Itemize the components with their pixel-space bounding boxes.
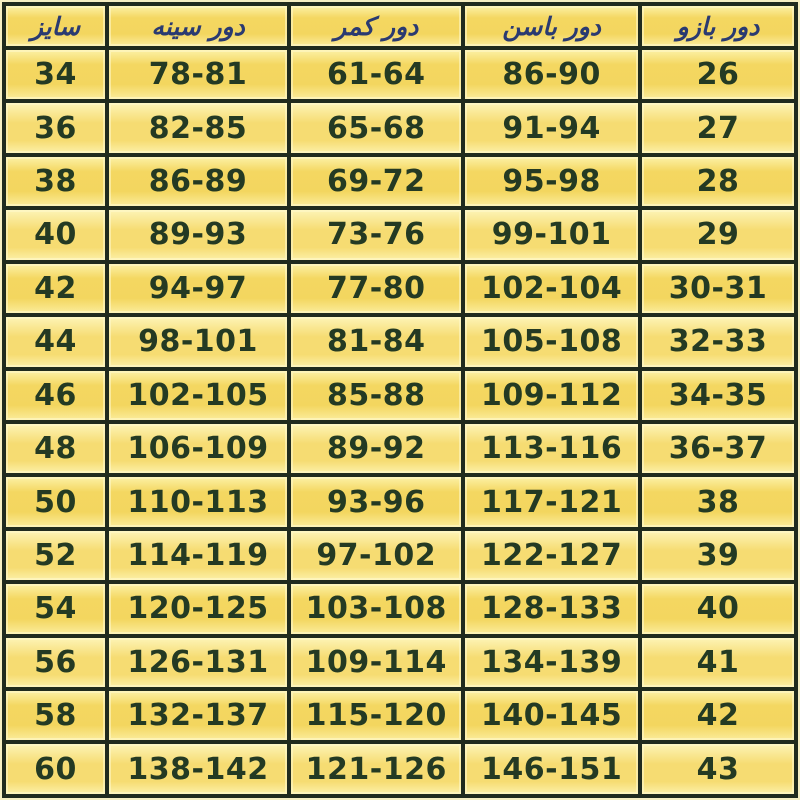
column-header-arm: دور بازو <box>637 2 799 50</box>
cell-size: 58 <box>2 687 109 745</box>
cell-bust: 114-119 <box>104 526 292 585</box>
cell-size: 56 <box>2 633 109 692</box>
cell-waist: 97-102 <box>287 526 466 585</box>
table-row: 56 126-131 109-114 134-139 41 <box>2 633 799 692</box>
cell-size: 44 <box>2 313 109 371</box>
cell-waist: 93-96 <box>287 473 466 531</box>
cell-arm: 34-35 <box>637 366 799 424</box>
cell-hip: 105-108 <box>461 313 642 371</box>
cell-hip: 128-133 <box>461 580 642 638</box>
header-row: سایز دور سینه دور کمر دور باسن دور بازو <box>2 2 799 50</box>
table-header: سایز دور سینه دور کمر دور باسن دور بازو <box>2 2 799 50</box>
cell-bust: 86-89 <box>104 152 292 211</box>
cell-bust: 106-109 <box>104 419 292 478</box>
table-row: 46 102-105 85-88 109-112 34-35 <box>2 366 799 424</box>
cell-arm: 26 <box>637 45 799 104</box>
cell-bust: 120-125 <box>104 580 292 638</box>
cell-waist: 81-84 <box>287 313 466 371</box>
table-row: 48 106-109 89-92 113-116 36-37 <box>2 419 799 478</box>
cell-hip: 95-98 <box>461 152 642 211</box>
cell-hip: 113-116 <box>461 419 642 478</box>
cell-hip: 91-94 <box>461 99 642 157</box>
table-row: 44 98-101 81-84 105-108 32-33 <box>2 313 799 371</box>
cell-waist: 103-108 <box>287 580 466 638</box>
cell-waist: 89-92 <box>287 419 466 478</box>
cell-size: 54 <box>2 580 109 638</box>
cell-bust: 82-85 <box>104 99 292 157</box>
cell-waist: 77-80 <box>287 259 466 318</box>
cell-hip: 146-151 <box>461 740 642 798</box>
cell-hip: 86-90 <box>461 45 642 104</box>
table-row: 40 89-93 73-76 99-101 29 <box>2 206 799 264</box>
cell-arm: 30-31 <box>637 259 799 318</box>
cell-bust: 98-101 <box>104 313 292 371</box>
cell-bust: 126-131 <box>104 633 292 692</box>
cell-arm: 39 <box>637 526 799 585</box>
cell-hip: 122-127 <box>461 526 642 585</box>
cell-size: 60 <box>2 740 109 798</box>
table-row: 60 138-142 121-126 146-151 43 <box>2 740 799 798</box>
column-header-size: سایز <box>2 2 109 50</box>
cell-size: 40 <box>2 206 109 264</box>
table-row: 50 110-113 93-96 117-121 38 <box>2 473 799 531</box>
table-row: 52 114-119 97-102 122-127 39 <box>2 526 799 585</box>
cell-size: 46 <box>2 366 109 424</box>
cell-waist: 69-72 <box>287 152 466 211</box>
cell-hip: 109-112 <box>461 366 642 424</box>
cell-hip: 140-145 <box>461 687 642 745</box>
cell-bust: 102-105 <box>104 366 292 424</box>
cell-waist: 115-120 <box>287 687 466 745</box>
cell-arm: 28 <box>637 152 799 211</box>
cell-bust: 89-93 <box>104 206 292 264</box>
table-row: 36 82-85 65-68 91-94 27 <box>2 99 799 157</box>
cell-waist: 73-76 <box>287 206 466 264</box>
table-row: 34 78-81 61-64 86-90 26 <box>2 45 799 104</box>
cell-arm: 42 <box>637 687 799 745</box>
cell-hip: 102-104 <box>461 259 642 318</box>
table-row: 58 132-137 115-120 140-145 42 <box>2 687 799 745</box>
cell-arm: 36-37 <box>637 419 799 478</box>
cell-size: 50 <box>2 473 109 531</box>
column-header-waist: دور کمر <box>287 2 466 50</box>
column-header-bust: دور سینه <box>104 2 292 50</box>
cell-waist: 65-68 <box>287 99 466 157</box>
cell-arm: 27 <box>637 99 799 157</box>
cell-arm: 29 <box>637 206 799 264</box>
cell-arm: 32-33 <box>637 313 799 371</box>
cell-hip: 134-139 <box>461 633 642 692</box>
table-row: 38 86-89 69-72 95-98 28 <box>2 152 799 211</box>
cell-bust: 78-81 <box>104 45 292 104</box>
table-body: 34 78-81 61-64 86-90 26 36 82-85 65-68 91-94 27 38… <box>2 45 799 798</box>
cell-hip: 117-121 <box>461 473 642 531</box>
cell-size: 38 <box>2 152 109 211</box>
cell-bust: 94-97 <box>104 259 292 318</box>
cell-waist: 109-114 <box>287 633 466 692</box>
cell-arm: 40 <box>637 580 799 638</box>
cell-waist: 61-64 <box>287 45 466 104</box>
cell-bust: 138-142 <box>104 740 292 798</box>
cell-waist: 85-88 <box>287 366 466 424</box>
cell-size: 36 <box>2 99 109 157</box>
cell-bust: 132-137 <box>104 687 292 745</box>
cell-size: 42 <box>2 259 109 318</box>
cell-bust: 110-113 <box>104 473 292 531</box>
cell-arm: 43 <box>637 740 799 798</box>
cell-arm: 41 <box>637 633 799 692</box>
cell-size: 52 <box>2 526 109 585</box>
cell-arm: 38 <box>637 473 799 531</box>
table-row: 54 120-125 103-108 128-133 40 <box>2 580 799 638</box>
cell-waist: 121-126 <box>287 740 466 798</box>
cell-hip: 99-101 <box>461 206 642 264</box>
cell-size: 34 <box>2 45 109 104</box>
column-header-hip: دور باسن <box>461 2 642 50</box>
table-row: 42 94-97 77-80 102-104 30-31 <box>2 259 799 318</box>
cell-size: 48 <box>2 419 109 478</box>
